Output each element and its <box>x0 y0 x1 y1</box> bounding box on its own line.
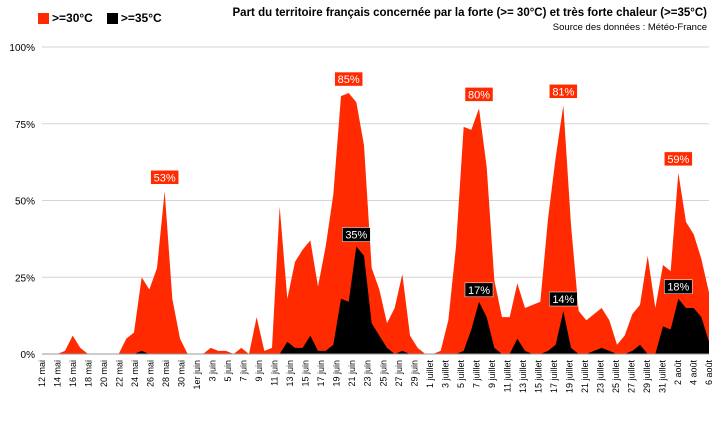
chart-title: Part du territoire français concernée pa… <box>232 7 707 19</box>
chart-subtitle: Source des données : Météo-France <box>552 22 707 33</box>
legend-swatch-35 <box>106 12 118 24</box>
x-tick-label: 13 juin <box>285 360 295 387</box>
x-tick-label: 24 mai <box>130 360 140 387</box>
x-tick-label: 23 juillet <box>595 360 605 394</box>
peak-label: 35% <box>345 230 367 242</box>
peak-label: 53% <box>154 172 176 184</box>
x-tick-label: 15 juillet <box>533 360 543 394</box>
peak-label: 85% <box>338 74 360 86</box>
x-tick-label: 29 juillet <box>642 360 652 394</box>
x-tick-label: 30 mai <box>177 360 187 387</box>
legend-swatch-30 <box>38 12 49 24</box>
series-area-35 <box>42 246 709 354</box>
x-tick-label: 9 juillet <box>487 360 497 389</box>
legend-item-30: >=30°C <box>38 11 93 25</box>
x-tick-label: 15 juin <box>301 360 311 387</box>
peak-label-box <box>464 282 494 298</box>
x-tick-label: 22 mai <box>115 360 125 387</box>
y-tick-label: 100% <box>9 43 35 54</box>
peak-label: 59% <box>667 154 689 166</box>
peak-label-box <box>464 87 494 102</box>
x-tick-label: 25 juin <box>378 360 388 387</box>
y-tick-label: 75% <box>15 120 35 131</box>
x-tick-label: 21 juin <box>347 360 357 387</box>
x-tick-label: 27 juillet <box>626 360 636 394</box>
x-tick-label: 19 juin <box>332 360 342 387</box>
x-tick-label: 17 juin <box>316 360 326 387</box>
peak-label-box <box>664 279 693 294</box>
x-tick-label: 26 mai <box>146 360 156 387</box>
x-tick-label: 1er juin <box>192 360 202 390</box>
peak-label: 80% <box>468 89 490 101</box>
x-tick-label: 31 juillet <box>657 360 667 394</box>
peak-label-box <box>342 227 371 242</box>
x-tick-label: 17 juillet <box>549 360 559 394</box>
x-tick-label: 7 juillet <box>471 360 481 389</box>
x-tick-label: 9 juin <box>254 360 264 382</box>
x-tick-label: 3 juin <box>208 360 218 382</box>
peak-label-box <box>549 84 578 99</box>
x-tick-label: 14 mai <box>53 360 63 387</box>
x-tick-label: 23 juin <box>363 360 373 387</box>
x-tick-label: 18 mai <box>84 360 94 387</box>
x-tick-label: 29 juin <box>409 360 419 387</box>
x-tick-label: 21 juillet <box>580 360 590 394</box>
x-tick-label: 6 août <box>704 360 714 386</box>
x-tick-label: 3 juillet <box>440 360 450 389</box>
x-tick-label: 11 juillet <box>502 360 512 393</box>
peak-label: 17% <box>468 285 490 297</box>
x-tick-label: 1 juillet <box>425 360 435 389</box>
x-tick-label: 20 mai <box>99 360 109 387</box>
legend-label-30: >=30°C <box>52 11 93 25</box>
peak-label: 81% <box>552 86 574 98</box>
y-tick-label: 50% <box>15 197 35 208</box>
x-tick-label: 13 juillet <box>518 360 528 394</box>
x-tick-label: 7 juin <box>239 360 249 382</box>
legend: >=30°C >=35°C <box>38 11 162 25</box>
x-tick-label: 12 mai <box>37 360 47 387</box>
x-tick-label: 5 juin <box>223 360 233 382</box>
legend-label-35: >=35°C <box>120 11 162 25</box>
x-tick-label: 19 juillet <box>564 360 574 394</box>
y-tick-label: 25% <box>15 273 35 284</box>
peak-label-box <box>150 170 179 185</box>
x-tick-label: 2 août <box>673 360 683 386</box>
peak-label-box <box>334 71 363 87</box>
peak-label-box <box>549 291 578 307</box>
x-tick-label: 11 juin <box>270 360 280 386</box>
peak-label-box <box>664 151 693 167</box>
x-tick-label: 16 mai <box>68 360 78 387</box>
x-tick-label: 4 août <box>688 360 698 386</box>
x-tick-label: 28 mai <box>161 360 171 387</box>
x-tick-label: 27 juin <box>394 360 404 387</box>
peak-label: 14% <box>552 294 574 306</box>
series-area-30 <box>42 93 709 355</box>
y-tick-label: 0% <box>21 350 36 361</box>
x-tick-label: 5 juillet <box>456 360 466 389</box>
peak-label: 18% <box>667 282 689 294</box>
x-tick-label: 25 juillet <box>611 360 621 394</box>
legend-item-35: >=35°C <box>106 11 162 25</box>
